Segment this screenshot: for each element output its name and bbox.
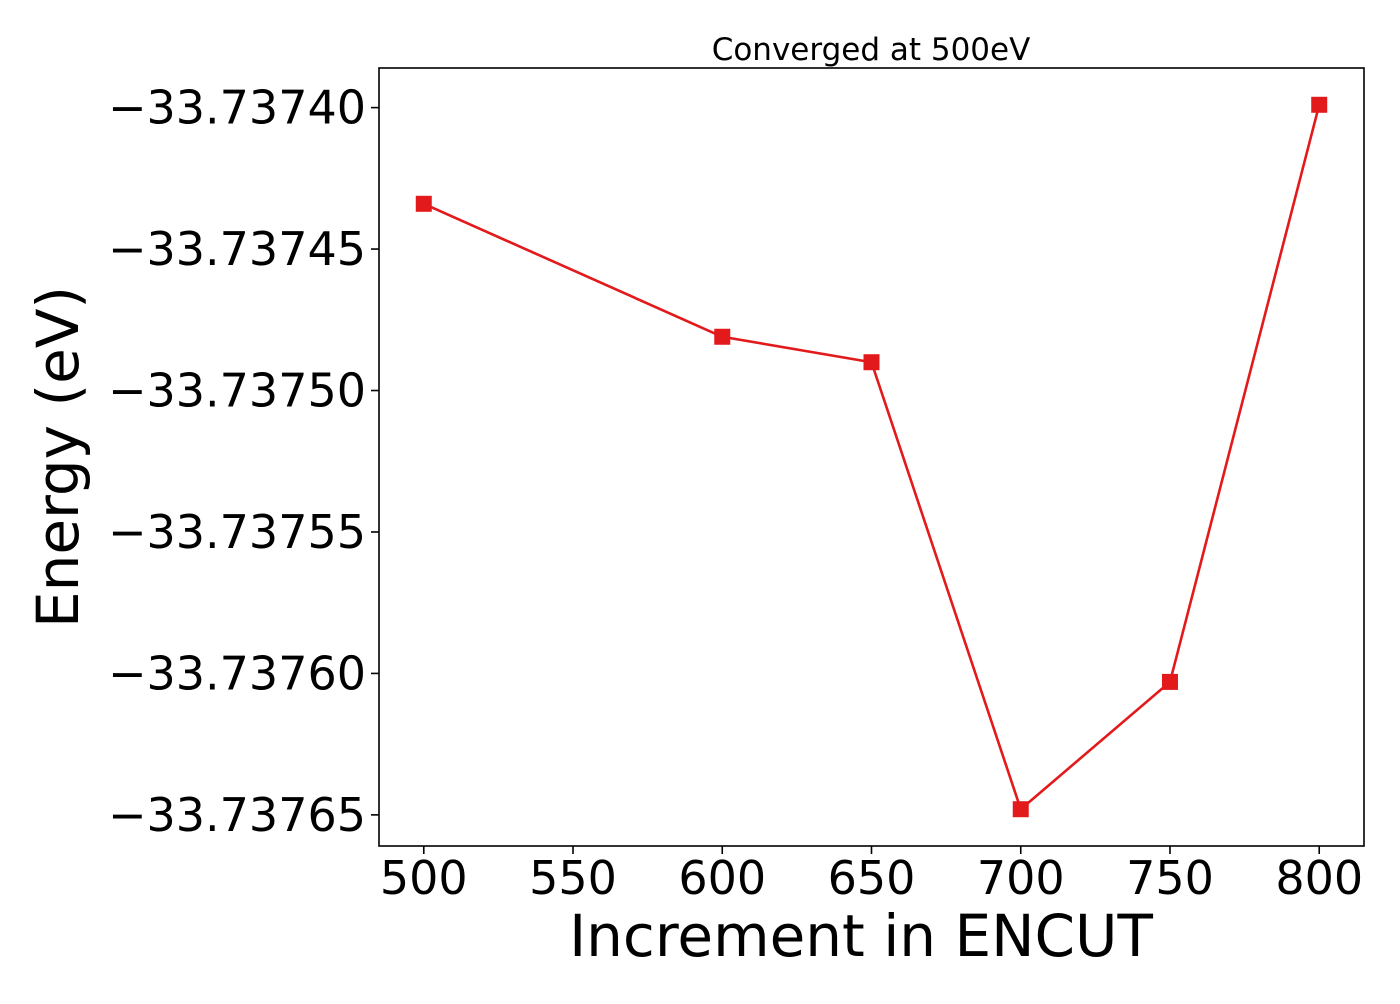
x-tick-label: 600 bbox=[678, 851, 766, 905]
y-tick-label: −33.73755 bbox=[108, 505, 366, 559]
data-point-marker bbox=[415, 195, 432, 212]
y-tick-label: −33.73740 bbox=[108, 81, 366, 135]
y-axis-title: Energy (eV) bbox=[24, 286, 92, 628]
x-tick-label: 650 bbox=[828, 851, 916, 905]
series-line bbox=[423, 104, 1321, 811]
series-energy bbox=[415, 96, 1328, 818]
data-point-marker bbox=[714, 328, 731, 345]
chart-title: Converged at 500eV bbox=[712, 32, 1031, 68]
data-point-marker bbox=[1311, 96, 1328, 113]
plot-area-frame bbox=[378, 67, 1365, 847]
y-tick-label: −33.73750 bbox=[108, 364, 366, 418]
data-point-marker bbox=[863, 354, 880, 371]
x-axis-title: Increment in ENCUT bbox=[569, 902, 1153, 970]
x-tick-label: 750 bbox=[1126, 851, 1214, 905]
y-tick-label: −33.73745 bbox=[108, 222, 366, 276]
x-tick-label: 500 bbox=[380, 851, 468, 905]
x-tick-label: 800 bbox=[1275, 851, 1363, 905]
data-point-marker bbox=[1161, 673, 1178, 690]
x-tick-label: 700 bbox=[977, 851, 1065, 905]
x-tick-label: 550 bbox=[529, 851, 617, 905]
y-tick-label: −33.73765 bbox=[108, 788, 366, 842]
x-axis: 500 550 600 650 700 750 800 bbox=[380, 846, 1363, 905]
data-point-marker bbox=[1012, 801, 1029, 818]
y-axis: −33.73765 −33.73760 −33.73755 −33.73750 −33.… bbox=[108, 81, 379, 842]
y-tick-label: −33.73760 bbox=[108, 646, 366, 700]
